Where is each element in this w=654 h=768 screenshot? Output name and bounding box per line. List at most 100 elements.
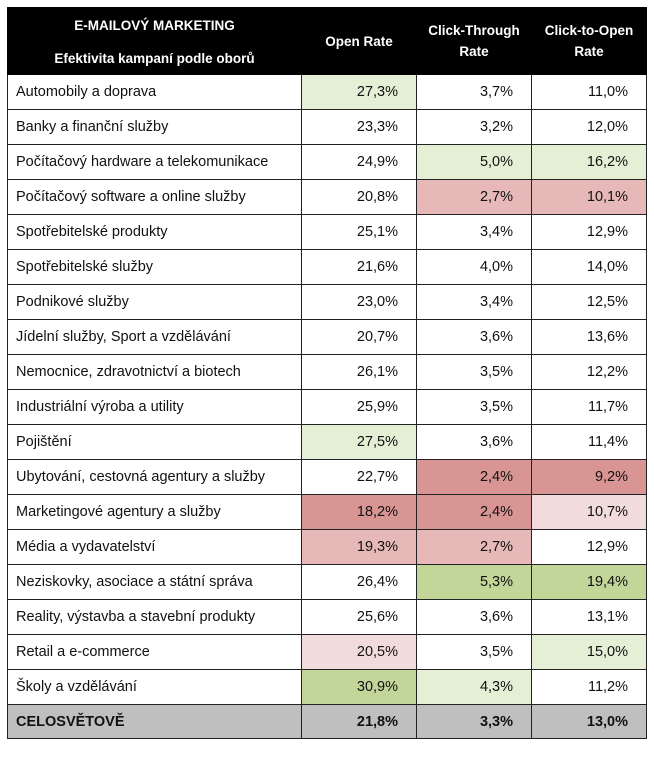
- table-row: Spotřebitelské služby 21,6% 4,0% 14,0%: [7, 249, 647, 285]
- industry-label: Retail a e-commerce: [7, 634, 302, 670]
- rate-value-cell: 25,6%: [301, 599, 417, 635]
- industry-label: Industriální výroba a utility: [7, 389, 302, 425]
- table-subtitle: Efektivita kampaní podle oborů: [54, 51, 255, 66]
- rate-value-cell: 20,8%: [301, 179, 417, 215]
- rate-value-cell: 2,4%: [416, 494, 532, 530]
- rate-value-cell: 13,1%: [531, 599, 647, 635]
- industry-label: Počítačový software a online služby: [7, 179, 302, 215]
- table-row: Počítačový software a online služby 20,8%…: [7, 179, 647, 215]
- industry-label: Školy a vzdělávání: [7, 669, 302, 705]
- table-row: Industriální výroba a utility 25,9% 3,5% 11…: [7, 389, 647, 425]
- rate-value-cell: 12,0%: [531, 109, 647, 145]
- industry-label: Neziskovky, asociace a státní správa: [7, 564, 302, 600]
- rate-value-cell: 3,6%: [416, 424, 532, 460]
- rate-value-cell: 3,6%: [416, 319, 532, 355]
- rate-value-cell: 30,9%: [301, 669, 417, 705]
- industry-label: Nemocnice, zdravotnictví a biotech: [7, 354, 302, 390]
- column-header-line: Rate: [459, 44, 489, 59]
- rate-value-cell: 2,7%: [416, 529, 532, 565]
- rate-value-cell: 25,1%: [301, 214, 417, 250]
- industry-label: Jídelní služby, Sport a vzdělávání: [7, 319, 302, 355]
- rate-value-cell: 9,2%: [531, 459, 647, 495]
- table-row: Neziskovky, asociace a státní správa 26,4…: [7, 564, 647, 600]
- rate-value-cell: 2,4%: [416, 459, 532, 495]
- rate-value-cell: 5,3%: [416, 564, 532, 600]
- rate-value-cell: 11,4%: [531, 424, 647, 460]
- industry-label: Média a vydavatelství: [7, 529, 302, 565]
- table-row: Marketingové agentury a služby 18,2% 2,4% 1…: [7, 494, 647, 530]
- rate-value-cell: 26,4%: [301, 564, 417, 600]
- industry-label: Reality, výstavba a stavební produkty: [7, 599, 302, 635]
- industry-label: Spotřebitelské produkty: [7, 214, 302, 250]
- rate-value-cell: 4,0%: [416, 249, 532, 285]
- table-row: Ubytování, cestovná agentury a služby 22,…: [7, 459, 647, 495]
- rate-value-cell: 3,5%: [416, 389, 532, 425]
- rate-value-cell: 22,7%: [301, 459, 417, 495]
- rate-value-cell: 20,5%: [301, 634, 417, 670]
- industry-label: Pojištění: [7, 424, 302, 460]
- total-value-cell: 3,3%: [416, 704, 532, 739]
- rate-value-cell: 21,6%: [301, 249, 417, 285]
- table-body: Automobily a doprava 27,3% 3,7% 11,0% Banky …: [7, 74, 647, 739]
- total-value-cell: 13,0%: [531, 704, 647, 739]
- header-row: E-MAILOVÝ MARKETING Efektivita kampaní p…: [7, 7, 647, 75]
- rate-value-cell: 18,2%: [301, 494, 417, 530]
- rate-value-cell: 11,0%: [531, 74, 647, 110]
- rate-value-cell: 3,4%: [416, 214, 532, 250]
- table-row: Jídelní služby, Sport a vzdělávání 20,7% 3…: [7, 319, 647, 355]
- rate-value-cell: 3,5%: [416, 634, 532, 670]
- rate-value-cell: 19,4%: [531, 564, 647, 600]
- table-row: Podnikové služby 23,0% 3,4% 12,5%: [7, 284, 647, 320]
- rate-value-cell: 24,9%: [301, 144, 417, 180]
- rate-value-cell: 10,1%: [531, 179, 647, 215]
- rate-value-cell: 3,2%: [416, 109, 532, 145]
- rate-value-cell: 12,2%: [531, 354, 647, 390]
- rate-value-cell: 11,7%: [531, 389, 647, 425]
- rate-value-cell: 20,7%: [301, 319, 417, 355]
- table-row: Pojištění 27,5% 3,6% 11,4%: [7, 424, 647, 460]
- rate-value-cell: 26,1%: [301, 354, 417, 390]
- industry-label: Podnikové služby: [7, 284, 302, 320]
- campaign-effectiveness-table: E-MAILOVÝ MARKETING Efektivita kampaní p…: [7, 7, 647, 739]
- rate-value-cell: 14,0%: [531, 249, 647, 285]
- industry-label: Spotřebitelské služby: [7, 249, 302, 285]
- rate-value-cell: 11,2%: [531, 669, 647, 705]
- column-header-open-rate: Open Rate: [301, 7, 417, 75]
- rate-value-cell: 3,4%: [416, 284, 532, 320]
- industry-label: Marketingové agentury a služby: [7, 494, 302, 530]
- total-value-cell: 21,8%: [301, 704, 417, 739]
- table-row: Banky a finanční služby 23,3% 3,2% 12,0%: [7, 109, 647, 145]
- industry-label: Ubytování, cestovná agentury a služby: [7, 459, 302, 495]
- rate-value-cell: 12,5%: [531, 284, 647, 320]
- rate-value-cell: 12,9%: [531, 529, 647, 565]
- rate-value-cell: 13,6%: [531, 319, 647, 355]
- rate-value-cell: 27,3%: [301, 74, 417, 110]
- rate-value-cell: 3,6%: [416, 599, 532, 635]
- industry-label: Automobily a doprava: [7, 74, 302, 110]
- rate-value-cell: 5,0%: [416, 144, 532, 180]
- industry-label: Počítačový hardware a telekomunikace: [7, 144, 302, 180]
- rate-value-cell: 2,7%: [416, 179, 532, 215]
- table-row: Reality, výstavba a stavební produkty 25,…: [7, 599, 647, 635]
- total-row: CELOSVĚTOVĚ 21,8% 3,3% 13,0%: [7, 704, 647, 739]
- table-row: Spotřebitelské produkty 25,1% 3,4% 12,9%: [7, 214, 647, 250]
- industry-label: Banky a finanční služby: [7, 109, 302, 145]
- column-header-click-to-open-rate: Click-to-Open Rate: [531, 7, 647, 75]
- rate-value-cell: 23,0%: [301, 284, 417, 320]
- rate-value-cell: 3,5%: [416, 354, 532, 390]
- table-row: Školy a vzdělávání 30,9% 4,3% 11,2%: [7, 669, 647, 705]
- rate-value-cell: 25,9%: [301, 389, 417, 425]
- rate-value-cell: 15,0%: [531, 634, 647, 670]
- rate-value-cell: 16,2%: [531, 144, 647, 180]
- total-label: CELOSVĚTOVĚ: [7, 704, 302, 739]
- table-row: Média a vydavatelství 19,3% 2,7% 12,9%: [7, 529, 647, 565]
- table-title: E-MAILOVÝ MARKETING: [74, 18, 235, 33]
- table-row: Počítačový hardware a telekomunikace 24,9…: [7, 144, 647, 180]
- column-header-click-through-rate: Click-Through Rate: [416, 7, 532, 75]
- rate-value-cell: 19,3%: [301, 529, 417, 565]
- rate-value-cell: 4,3%: [416, 669, 532, 705]
- column-header-line: Click-to-Open: [544, 23, 634, 38]
- rate-value-cell: 27,5%: [301, 424, 417, 460]
- column-header-line: Click-Through: [428, 23, 520, 38]
- table-row: Retail a e-commerce 20,5% 3,5% 15,0%: [7, 634, 647, 670]
